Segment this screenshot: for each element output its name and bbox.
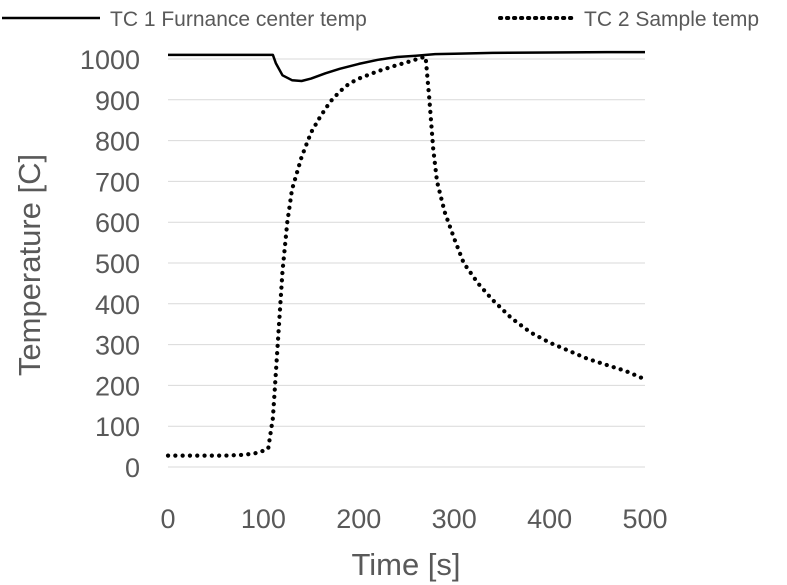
y-tick-label: 0 (125, 453, 140, 483)
y-tick-label: 800 (95, 127, 140, 157)
y-tick-label: 900 (95, 86, 140, 116)
x-axis-title: Time [s] (351, 547, 460, 582)
y-tick-label: 700 (95, 167, 140, 197)
legend: TC 1 Furnance center temp TC 2 Sample te… (2, 8, 759, 31)
y-tick-label: 300 (95, 331, 140, 361)
y-tick-label: 500 (95, 249, 140, 279)
x-tick-label: 300 (432, 504, 477, 534)
x-tick-label: 0 (160, 504, 175, 534)
y-tick-label: 100 (95, 412, 140, 442)
y-axis-title: Temperature [C] (12, 154, 47, 376)
series-line-tc2 (165, 54, 648, 458)
y-tick-label: 400 (95, 290, 140, 320)
series-line-tc1 (168, 50, 645, 83)
legend-label-tc1: TC 1 Furnance center temp (110, 8, 367, 31)
y-tick-label: 600 (95, 208, 140, 238)
legend-label-tc2: TC 2 Sample temp (584, 8, 759, 31)
y-tick-label: 200 (95, 371, 140, 401)
x-tick-label: 100 (241, 504, 286, 534)
x-tick-label: 500 (622, 504, 667, 534)
y-tick-label: 1000 (80, 45, 140, 75)
series-layer (165, 50, 648, 458)
x-tick-label: 200 (336, 504, 381, 534)
gridlines (168, 58, 645, 468)
x-tick-label: 400 (527, 504, 572, 534)
y-axis-ticks: 0 100 200 300 400 500 600 700 800 900 1000 (80, 45, 140, 483)
x-axis-ticks: 0 100 200 300 400 500 (160, 504, 667, 534)
